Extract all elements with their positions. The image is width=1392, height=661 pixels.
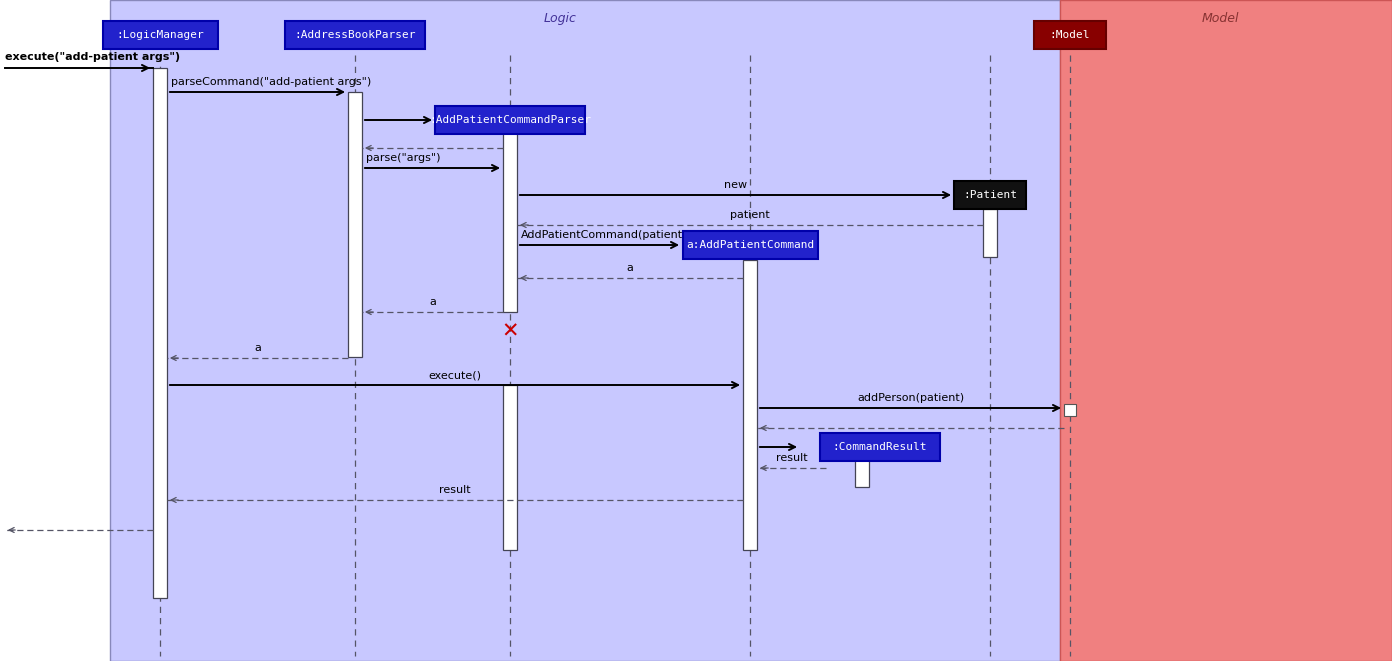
- Bar: [503, 107, 516, 312]
- Text: a: a: [429, 297, 436, 307]
- Bar: [1063, 404, 1076, 416]
- Text: result: result: [775, 453, 807, 463]
- Text: Model: Model: [1201, 12, 1239, 25]
- Bar: [855, 447, 869, 487]
- Text: AddPatientCommand(patient): AddPatientCommand(patient): [521, 230, 688, 240]
- Bar: [743, 260, 757, 550]
- Bar: [1059, 0, 1392, 661]
- FancyBboxPatch shape: [1034, 21, 1107, 49]
- Bar: [503, 385, 516, 550]
- FancyBboxPatch shape: [434, 106, 585, 134]
- Text: parse("args"): parse("args"): [366, 153, 440, 163]
- FancyBboxPatch shape: [820, 433, 940, 461]
- Bar: [348, 92, 362, 357]
- Text: execute(): execute(): [429, 370, 482, 380]
- FancyBboxPatch shape: [954, 181, 1026, 209]
- Text: :Patient: :Patient: [963, 190, 1018, 200]
- Text: :LogicManager: :LogicManager: [116, 30, 203, 40]
- Bar: [0, 0, 110, 661]
- FancyBboxPatch shape: [682, 231, 817, 259]
- Text: result: result: [440, 485, 470, 495]
- Text: a:AddPatientCommand: a:AddPatientCommand: [686, 240, 814, 250]
- Text: ✕: ✕: [501, 322, 519, 342]
- Bar: [983, 209, 997, 257]
- Bar: [153, 68, 167, 598]
- Text: parseCommand("add-patient args"): parseCommand("add-patient args"): [171, 77, 372, 87]
- Text: Logic: Logic: [543, 12, 576, 25]
- Text: execute("add-patient args"): execute("add-patient args"): [6, 52, 180, 62]
- Text: addPerson(patient): addPerson(patient): [857, 393, 965, 403]
- FancyBboxPatch shape: [285, 21, 425, 49]
- Text: a: a: [255, 343, 260, 353]
- Text: a: a: [626, 263, 633, 273]
- Text: :CommandResult: :CommandResult: [832, 442, 927, 452]
- FancyBboxPatch shape: [103, 21, 217, 49]
- Text: patient: patient: [731, 210, 770, 220]
- Text: :AddPatientCommandParser: :AddPatientCommandParser: [429, 115, 592, 125]
- Text: new: new: [724, 180, 748, 190]
- Bar: [110, 0, 1059, 661]
- Text: :AddressBookParser: :AddressBookParser: [294, 30, 416, 40]
- Text: :Model: :Model: [1050, 30, 1090, 40]
